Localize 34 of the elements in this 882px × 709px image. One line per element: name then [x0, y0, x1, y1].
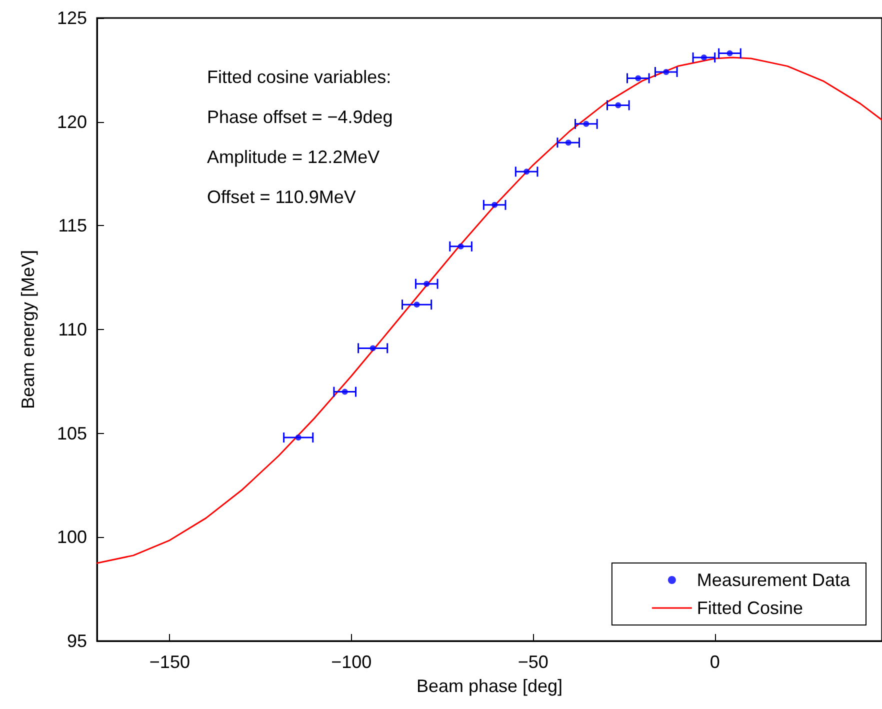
point [414, 302, 420, 308]
legend-label: Measurement Data [696, 570, 851, 590]
point [492, 202, 498, 208]
point [663, 68, 670, 75]
point [342, 388, 348, 395]
point [726, 50, 733, 56]
y-tick-label: 115 [58, 216, 87, 236]
point [700, 54, 707, 60]
point [424, 280, 430, 287]
x-tick-label: −100 [331, 652, 372, 672]
legend-label: Fitted Cosine [696, 598, 803, 618]
y-tick-label: 105 [56, 423, 87, 444]
point [295, 434, 302, 440]
y-tick-label: 120 [56, 112, 87, 132]
point [635, 75, 642, 82]
point [370, 345, 376, 352]
y-tick-label: 110 [58, 320, 87, 340]
x-tick-label: 0 [710, 652, 720, 672]
point [615, 102, 622, 108]
point [524, 168, 530, 175]
annotation: Fitted cosine variables: [207, 67, 392, 87]
x-tick-label: −50 [518, 652, 548, 672]
annotation: Amplitude = 12.2MeV [207, 147, 380, 167]
x-tick-label: −150 [149, 652, 190, 672]
x-axis-title: Beam phase [deg] [416, 676, 563, 696]
y-tick-label: 125 [56, 8, 87, 28]
point [583, 120, 590, 127]
y-tick-label: 100 [56, 527, 87, 548]
annotation: Offset = 110.9MeV [207, 187, 356, 207]
point [458, 243, 464, 250]
y-tick-label: 95 [66, 631, 87, 651]
annotation: Phase offset = −4.9deg [207, 107, 393, 127]
y-axis-title: Beam energy [MeV] [18, 250, 38, 410]
point [565, 140, 572, 146]
